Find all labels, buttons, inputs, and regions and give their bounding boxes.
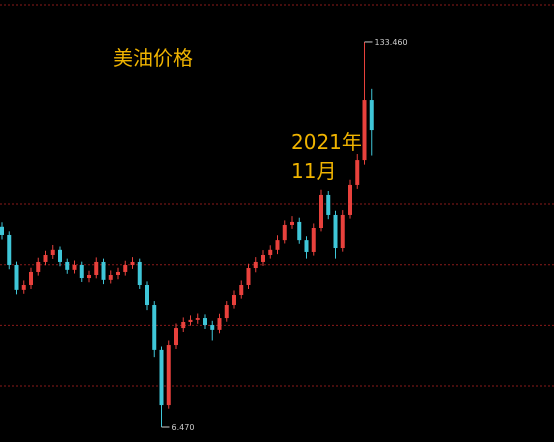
candle-body — [369, 100, 374, 131]
candle-body — [87, 274, 91, 279]
candles: 133.460 6.470 — [0, 38, 408, 432]
extreme-label: 133.460 — [375, 38, 408, 47]
candle-body — [326, 194, 331, 215]
candle-body — [340, 214, 345, 249]
candle-body — [152, 305, 157, 350]
candle-body — [362, 100, 367, 161]
candle-body — [130, 261, 135, 265]
candle-body — [123, 264, 128, 272]
candle-body — [174, 328, 178, 346]
annotation: 2021年 — [291, 130, 362, 154]
candle-body — [137, 261, 142, 286]
candle-body — [261, 254, 265, 262]
candle-body — [217, 318, 222, 330]
candle-body — [224, 305, 229, 319]
candle-body — [311, 228, 316, 252]
candle-body — [36, 261, 41, 272]
candle-body — [116, 271, 120, 275]
candle-body — [232, 295, 236, 306]
candle-body — [21, 285, 26, 290]
candle-body — [166, 345, 171, 406]
candle-body — [290, 221, 294, 225]
candle-body — [0, 226, 4, 235]
candle-body — [29, 271, 33, 286]
candle-body — [14, 264, 19, 290]
candle-body — [72, 264, 77, 270]
annotation: 11月 — [291, 159, 336, 183]
candle-body — [181, 321, 186, 329]
candle-body — [159, 349, 164, 406]
candle-body — [275, 240, 280, 250]
candle-body — [319, 194, 323, 229]
extreme-label: 6.470 — [172, 423, 195, 432]
candle-body — [145, 285, 149, 306]
candle-body — [43, 254, 48, 262]
candle-body — [50, 249, 55, 255]
candle-body — [239, 285, 244, 296]
candle-body — [304, 240, 309, 252]
candle-body — [203, 318, 207, 326]
candle-body — [210, 325, 215, 330]
candle-body — [253, 261, 258, 269]
candle-body — [108, 274, 113, 280]
candle-body — [333, 214, 338, 249]
candle-body — [282, 224, 287, 241]
candle-body — [58, 249, 62, 262]
candle-body — [101, 261, 106, 280]
candle-body — [246, 268, 251, 286]
candle-body — [7, 234, 12, 265]
candle-body — [195, 318, 200, 320]
candle-body — [65, 261, 70, 270]
candle-body — [268, 249, 273, 255]
grid — [0, 203, 554, 387]
candle-body — [79, 264, 84, 279]
candle-body — [355, 160, 360, 185]
chart-title: 美油价格 — [113, 46, 193, 70]
candle-body — [94, 261, 99, 275]
candle-body — [348, 184, 352, 215]
candle-body — [297, 221, 302, 241]
candle-body — [188, 319, 193, 322]
